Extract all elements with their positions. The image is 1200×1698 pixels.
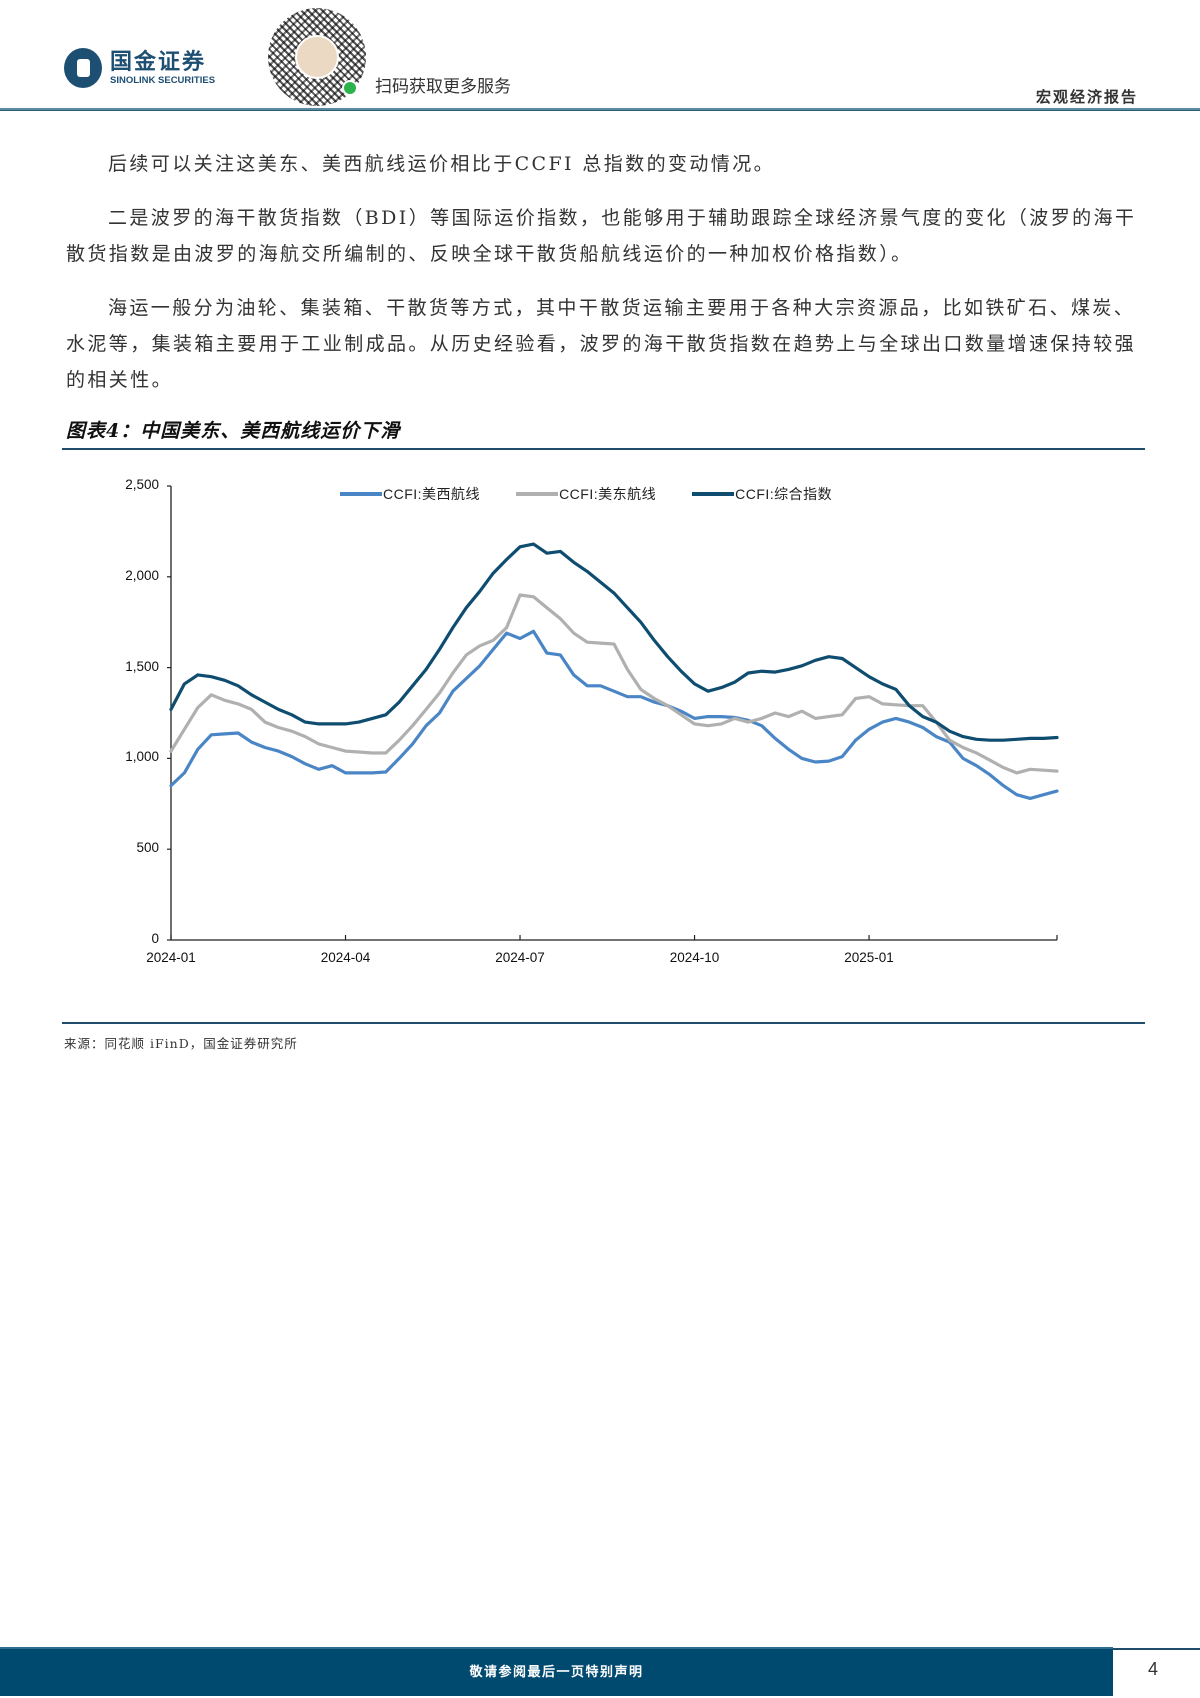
header-divider xyxy=(0,108,1200,111)
y-tick-label: 2,500 xyxy=(125,477,159,492)
series-line-0 xyxy=(169,629,1059,800)
y-tick-label: 0 xyxy=(151,931,159,946)
paragraph-1: 后续可以关注这美东、美西航线运价相比于CCFI 总指数的变动情况。 xyxy=(108,153,776,175)
legend-swatch-icon xyxy=(516,492,559,496)
legend-item: CCFI:美西航线 xyxy=(340,484,480,504)
y-tick-label: 1,500 xyxy=(125,658,159,674)
paragraph-3: 海运一般分为油轮、集装箱、干散货等方式，其中干散货运输主要用于各种大宗资源品，比… xyxy=(66,297,1137,391)
x-tick-label: 2025-01 xyxy=(844,950,894,965)
chart-legend: CCFI:美西航线 CCFI:美东航线 CCFI:综合指数 xyxy=(340,484,832,504)
figure-bottom-rule xyxy=(62,1022,1145,1024)
company-logo: 国金证券 SINOLINK SECURITIES xyxy=(64,48,215,88)
x-tick-label: 2024-10 xyxy=(669,950,720,965)
legend-swatch-icon xyxy=(692,492,735,496)
chart-plot-area xyxy=(167,485,1059,941)
figure-title: 图表4：中国美东、美西航线运价下滑 xyxy=(66,420,401,442)
paragraph-2: 二是波罗的海干散货指数（BDI）等国际运价指数，也能够用于辅助跟踪全球经济景气度… xyxy=(66,207,1137,265)
page-footer: 敬请参阅最后一页特别声明 4 xyxy=(0,1647,1200,1698)
footer-rule xyxy=(1113,1648,1200,1650)
page-header: 国金证券 SINOLINK SECURITIES 扫码获取更多服务 宏观经济报告 xyxy=(0,0,1200,112)
legend-item: CCFI:美东航线 xyxy=(516,484,656,504)
figure-source: 来源：同花顺 iFinD，国金证券研究所 xyxy=(64,1036,298,1051)
legend-label: CCFI:美西航线 xyxy=(383,486,481,502)
qr-code-icon[interactable] xyxy=(268,8,366,106)
qr-label: 扫码获取更多服务 xyxy=(375,77,511,97)
x-tick-label: 2024-07 xyxy=(495,950,545,965)
y-tick-label: 2,000 xyxy=(125,567,159,583)
legend-label: CCFI:美东航线 xyxy=(559,486,657,502)
series-line-2 xyxy=(169,542,1059,742)
logo-mark-icon xyxy=(64,48,102,88)
legend-swatch-icon xyxy=(340,492,382,496)
logo-chinese-name: 国金证券 xyxy=(110,49,207,75)
page-number: 4 xyxy=(1148,1659,1159,1679)
logo-english-name: SINOLINK SECURITIES xyxy=(110,74,216,86)
y-tick-label: 500 xyxy=(136,840,159,856)
x-tick-label: 2024-04 xyxy=(320,950,371,965)
x-tick-label: 2024-01 xyxy=(146,950,196,965)
legend-item: CCFI:综合指数 xyxy=(692,484,832,504)
series-line-1 xyxy=(169,593,1059,775)
footer-disclaimer[interactable]: 敬请参阅最后一页特别声明 xyxy=(469,1665,644,1680)
report-type-label: 宏观经济报告 xyxy=(1035,88,1138,106)
figure-top-rule xyxy=(62,448,1145,450)
line-chart: CCFI:美西航线 CCFI:美东航线 CCFI:综合指数 0 500 1,000 1,5… xyxy=(0,460,1200,1000)
qr-center-logo xyxy=(295,35,339,79)
y-tick-label: 1,000 xyxy=(125,749,159,765)
legend-label: CCFI:综合指数 xyxy=(735,486,833,502)
footer-bar xyxy=(0,1647,1113,1696)
mini-program-icon xyxy=(342,80,358,96)
